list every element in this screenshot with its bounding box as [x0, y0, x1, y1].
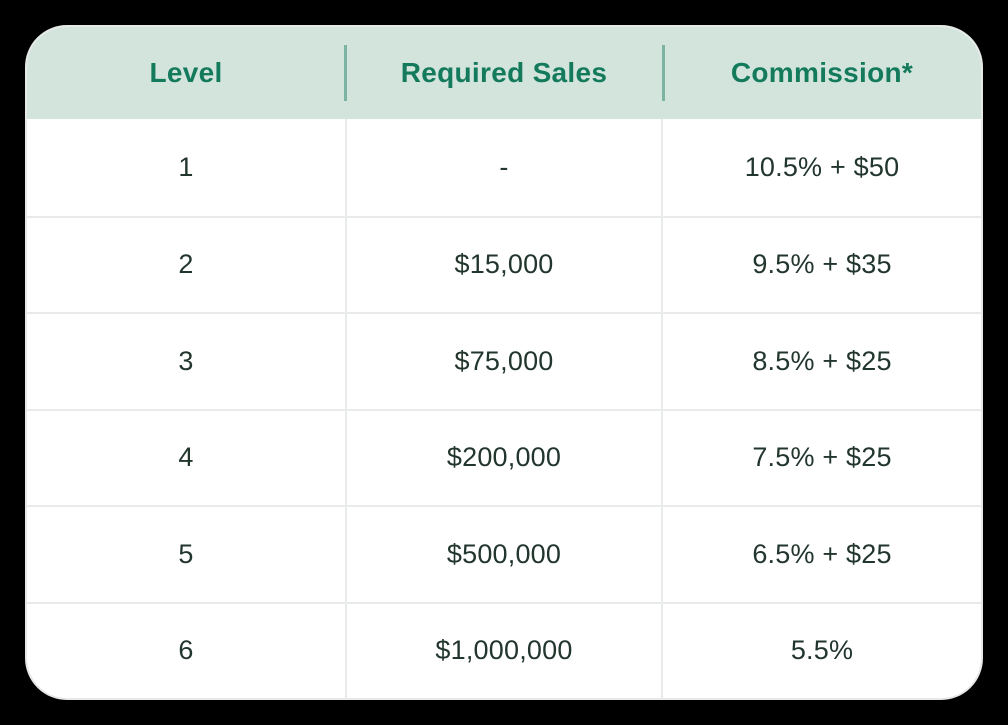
table-row: 6 $1,000,000 5.5% — [27, 601, 981, 698]
cell-required-sales: $200,000 — [345, 410, 663, 505]
cell-level: 2 — [178, 249, 194, 280]
header-divider — [343, 45, 347, 101]
table-row: 3 $75,000 8.5% + $25 — [27, 312, 981, 409]
cell-level: 1 — [178, 151, 194, 182]
cell-required-sales: - — [345, 119, 663, 216]
cell-level: 5 — [178, 538, 194, 569]
column-header-level: Level — [149, 57, 223, 88]
cell-level: 3 — [178, 345, 194, 376]
column-header-commission: Commission* — [730, 57, 914, 88]
table-row: 5 $500,000 6.5% + $25 — [27, 505, 981, 602]
cell-commission: 10.5% + $50 — [744, 151, 900, 182]
cell-commission: 7.5% + $25 — [752, 442, 892, 473]
table-header-row: Level Required Sales Commission* — [27, 27, 981, 119]
cell-required-sales: $15,000 — [345, 217, 663, 312]
table-body: 1 - 10.5% + $50 2 $15,000 9.5% + $35 3 $… — [27, 119, 981, 698]
cell-required-sales: $75,000 — [345, 314, 663, 409]
cell-commission: 9.5% + $35 — [752, 249, 892, 280]
cell-required-sales: $500,000 — [345, 507, 663, 602]
cell-required-sales: $1,000,000 — [345, 603, 663, 698]
table-row: 4 $200,000 7.5% + $25 — [27, 408, 981, 505]
column-header-required-sales: Required Sales — [400, 57, 608, 88]
cell-commission: 5.5% — [790, 635, 854, 666]
cell-level: 6 — [178, 635, 194, 666]
cell-level: 4 — [178, 442, 194, 473]
cell-commission: 8.5% + $25 — [752, 345, 892, 376]
header-divider — [662, 45, 665, 101]
table-row: 2 $15,000 9.5% + $35 — [27, 215, 981, 312]
cell-commission: 6.5% + $25 — [752, 538, 892, 569]
commission-table-card: Level Required Sales Commission* 1 - 10.… — [25, 25, 983, 700]
table-row: 1 - 10.5% + $50 — [27, 119, 981, 216]
